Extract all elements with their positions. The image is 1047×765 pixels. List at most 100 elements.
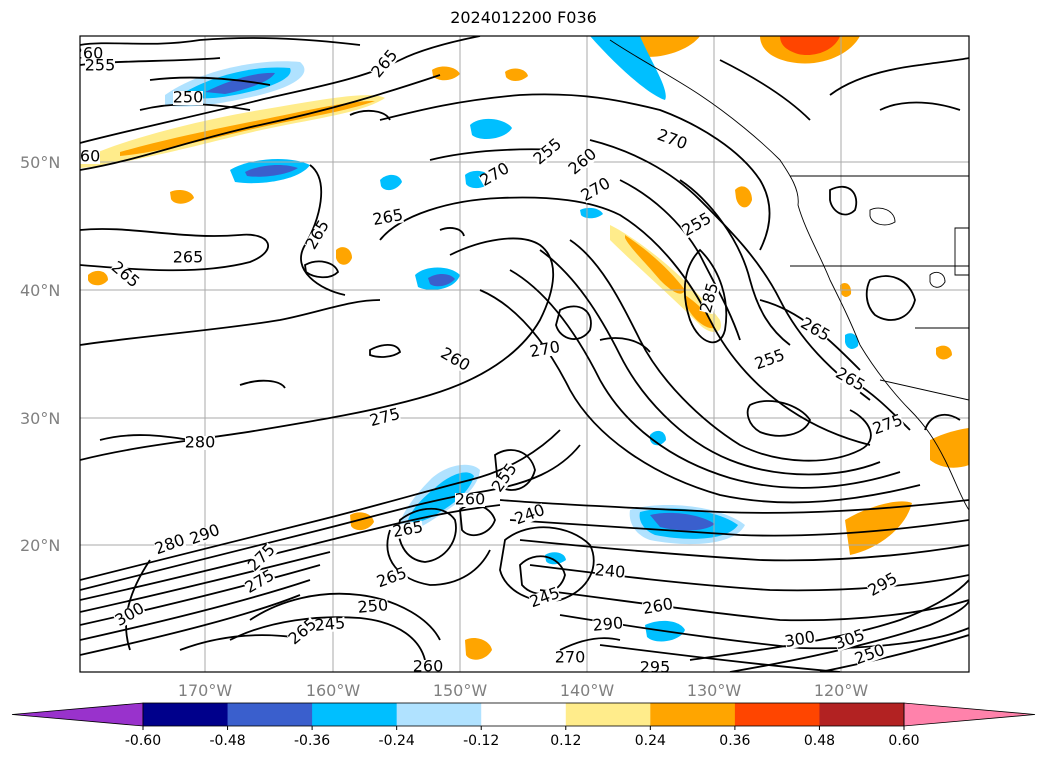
contour-label-bg [853,643,887,667]
shade-blue-west-core [245,164,298,177]
shade-orange-pt1 [88,270,108,286]
shade-blue-n [590,36,666,100]
contour-label-bg [80,47,103,61]
lon-label-160w: 160°W [306,681,361,700]
contour-label-bg [185,436,215,450]
contour-label: 245 [314,613,346,635]
contour-label-bg [555,651,585,665]
contour-label-bg [109,259,141,291]
contour-label: 260 [70,147,101,166]
contour-label-bg [529,340,561,360]
contour-lines [80,36,969,672]
contour-label-bg [372,208,404,228]
contour-label-bg [594,563,626,581]
contour-label-bg [579,176,613,204]
contour-label-bg [188,523,222,547]
contour-label-bg [173,91,203,105]
contour-label-bg [455,493,485,507]
shade-blue-mid-core [428,273,455,287]
contour-label-bg [513,503,547,527]
colorbar-tick-label: -0.24 [379,733,415,749]
contour-label-bg [532,136,564,168]
contour-label-bg [833,366,867,394]
shade-blue-pt5 [845,333,859,349]
contour-label-bg [85,59,115,73]
shade-orange-band-core [625,235,685,294]
contour-label-bg [478,161,512,189]
colorbar-tick-label: 0.24 [635,733,666,749]
contour-label: 250 [173,88,204,107]
contour-label: 240 [594,560,626,582]
contour-label-bg [438,346,472,374]
contour-label: 295 [640,658,671,677]
contour-label-bg [369,48,401,80]
contour-label: 270 [555,648,586,667]
lon-label-170w: 170°W [178,681,233,700]
shade-orange-se2 [930,428,969,468]
contour-label-bg [287,616,319,648]
longitude-labels: 170°W 160°W 150°W 140°W 130°W 120°W [178,681,869,700]
colorbar-tick-label: 0.36 [719,733,750,749]
contour-label: 260 [73,44,104,63]
latitude-labels: 50°N 40°N 30°N 20°N [20,153,60,555]
colorbar-tick-label: 0.60 [888,733,919,749]
map-title: 2024012200 F036 [450,8,597,27]
contour-label-bg [642,597,674,617]
contour-label-bg [368,407,402,429]
map-frame [79,35,970,673]
shade-orange-pt2 [735,186,752,208]
contour-label-bg [699,281,721,315]
contour-label-bg [753,348,787,372]
contour-label-bg [833,628,867,652]
contour-label-bg [80,150,100,164]
lat-label-40: 40°N [20,281,60,300]
colorbar-extend-low [11,702,144,727]
shade-blue-pt4 [545,552,566,565]
contour-label-bg [246,542,278,574]
contour-label-bg [173,251,203,265]
shade-red-ne [780,36,840,56]
lat-label-30: 30°N [20,409,60,428]
colorbar-segment [734,703,820,726]
contour-label-bg [243,568,277,596]
shade-orange-south [465,638,492,660]
contour-label-bg [153,533,187,557]
colorbar-tick-label: 0.12 [550,733,581,749]
lon-label-130w: 130°W [687,681,742,700]
shade-orange-pt4 [432,66,460,81]
colorbar-tick-label: -0.60 [125,733,161,749]
contour-label-bg [490,461,520,495]
contour-label-bg [567,146,599,178]
shade-orange-pt8 [936,345,952,360]
lon-label-150w: 150°W [433,681,488,700]
colorbar-tick-label: -0.12 [463,733,499,749]
colorbar-segment [396,703,482,726]
contour-label: 290 [592,613,624,635]
contour-label-bg [528,586,562,610]
contour-label-bg [640,661,670,672]
shade-blue-pt1 [380,174,402,191]
contour-label-bg [871,413,905,437]
colorbar-tick-label: 0.48 [804,733,835,749]
contour-label-bg [413,660,443,672]
contour-label-bg [798,316,832,344]
colorbar-segment [143,703,229,726]
colorbar-frame [142,702,905,727]
lat-label-50: 50°N [20,153,60,172]
lat-label-20: 20°N [20,536,60,555]
contour-label-bg [357,598,389,616]
shade-blue-nw-deep [205,72,275,94]
colorbar-extend-high [903,702,1036,727]
contour-label-bg [655,128,689,152]
contour-label: 280 [185,433,216,452]
contour-label: 260 [455,490,486,509]
colorbar-segment [819,703,905,726]
contour-label: 260 [413,657,444,676]
contour-label-bg [314,616,346,634]
contour-label-bg [680,211,714,239]
contour-label: 250 [357,595,389,617]
shade-blue-box [470,118,512,140]
contour-label: 255 [85,56,116,75]
shade-orange-pt3 [170,190,194,204]
